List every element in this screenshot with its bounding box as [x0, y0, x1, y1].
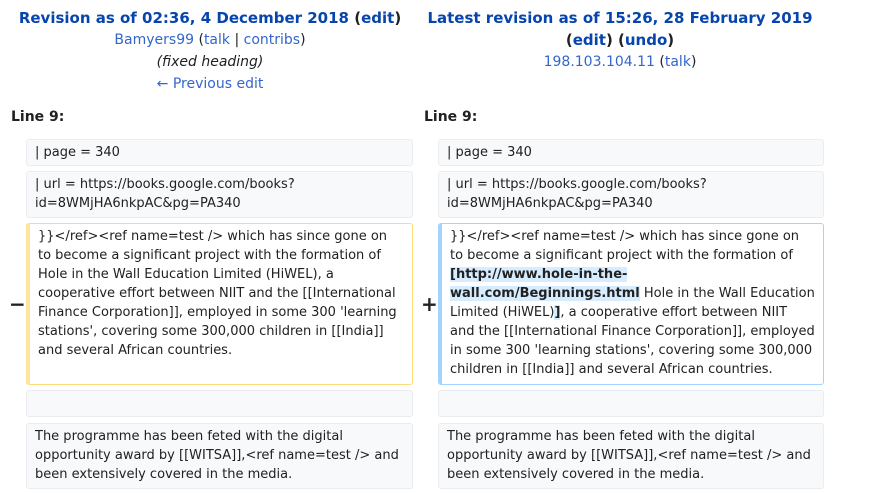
inserted-text: ] — [554, 305, 561, 320]
old-user-line: Bamyers99 (talk | contribs) — [114, 32, 306, 48]
inserted-text: [http://www.hole-in-the-wall.com/Beginni… — [450, 267, 640, 301]
empty-context-cell-left — [26, 390, 413, 417]
added-line-cell: }}</ref><ref name=test /> which has sinc… — [438, 223, 824, 385]
old-revision-link[interactable]: Revision as of 02:36, 4 December 2018 — [18, 9, 349, 27]
context-cell-right: The programme has been feted with the di… — [438, 423, 824, 489]
right-line-number: Line 9: — [424, 109, 478, 125]
context-cell-left: The programme has been feted with the di… — [26, 423, 413, 489]
added-line-marker: + — [421, 292, 438, 316]
old-user-link[interactable]: Bamyers99 — [114, 32, 195, 48]
added-text: , a cooperative effort between NIIT and … — [450, 305, 815, 377]
old-contribs-link[interactable]: contribs — [243, 32, 301, 48]
edit-summary: (fixed heading) — [156, 54, 264, 70]
context-cell-left: | page = 340 — [26, 139, 413, 166]
empty-context-cell-right — [438, 390, 824, 417]
new-revision-actions: (edit) (undo) — [565, 31, 675, 49]
context-cell-left: | url = https://books.google.com/books?i… — [26, 171, 413, 218]
left-line-number: Line 9: — [11, 109, 65, 125]
new-revision-title: Latest revision as of 15:26, 28 February… — [412, 7, 828, 29]
context-cell-right: | page = 340 — [438, 139, 824, 166]
new-user-link[interactable]: 198.103.104.11 — [543, 54, 655, 70]
old-revision-header: Revision as of 02:36, 4 December 2018 (e… — [0, 0, 420, 95]
previous-edit-link[interactable]: ← Previous edit — [156, 76, 264, 92]
new-edit-link[interactable]: edit — [572, 31, 606, 49]
old-edit-link[interactable]: edit — [361, 9, 395, 27]
new-revision-link[interactable]: Latest revision as of 15:26, 28 February… — [427, 9, 813, 27]
undo-link[interactable]: undo — [624, 31, 668, 49]
new-revision-header: Latest revision as of 15:26, 28 February… — [412, 0, 828, 73]
deleted-line-marker: − — [9, 292, 26, 316]
context-cell-right: | url = https://books.google.com/books?i… — [438, 171, 824, 218]
added-text: Hole in the Wall Education Limited (HiWE… — [450, 286, 815, 320]
new-talk-link[interactable]: talk — [664, 54, 691, 70]
old-revision-title: Revision as of 02:36, 4 December 2018 (e… — [18, 9, 402, 27]
added-text: }}</ref><ref name=test /> which has sinc… — [450, 229, 800, 263]
old-talk-link[interactable]: talk — [203, 32, 231, 48]
new-user-line: 198.103.104.11 (talk) — [543, 54, 697, 70]
deleted-line-cell: }}</ref><ref name=test /> which has sinc… — [26, 223, 413, 385]
